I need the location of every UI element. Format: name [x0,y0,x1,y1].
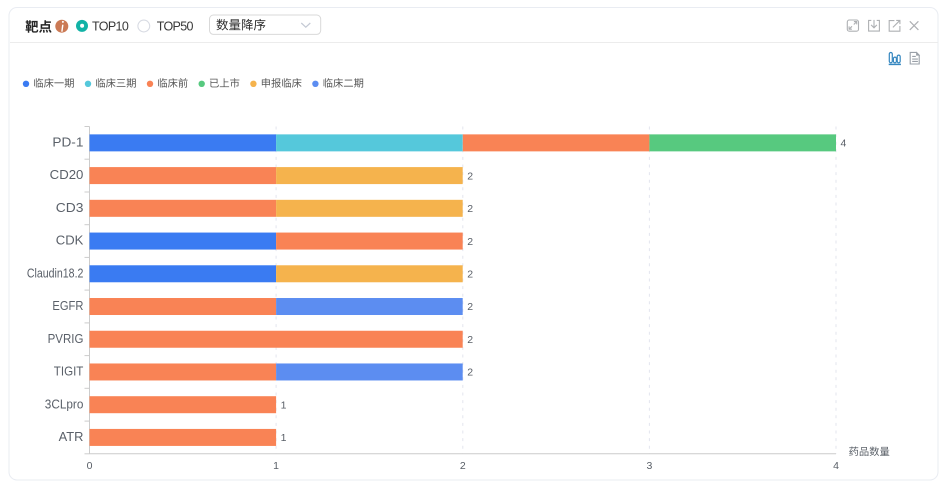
svg-text:CDK: CDK [56,234,84,248]
svg-text:CD3: CD3 [56,201,84,215]
svg-text:PD-1: PD-1 [52,136,83,150]
svg-text:PVRIG: PVRIG [48,332,84,346]
svg-text:2: 2 [467,367,473,379]
svg-text:4: 4 [833,460,839,472]
svg-text:1: 1 [273,460,279,472]
svg-text:3: 3 [646,460,652,472]
svg-text:2: 2 [467,170,473,182]
svg-text:1: 1 [281,399,287,411]
svg-text:TIGIT: TIGIT [54,365,84,379]
svg-text:ATR: ATR [59,430,84,444]
svg-text:TOP10: TOP10 [92,20,129,34]
svg-text:TOP50: TOP50 [157,20,194,34]
svg-text:Claudin18.2: Claudin18.2 [27,266,84,280]
svg-text:EGFR: EGFR [52,299,83,313]
svg-text:3CLpro: 3CLpro [45,397,84,411]
svg-text:2: 2 [467,203,473,215]
svg-text:4: 4 [841,138,847,150]
svg-text:2: 2 [467,334,473,346]
svg-text:2: 2 [467,236,473,248]
svg-text:CD20: CD20 [50,168,84,182]
svg-text:2: 2 [467,301,473,313]
svg-text:1: 1 [281,432,287,444]
svg-text:2: 2 [467,269,473,281]
svg-text:2: 2 [460,460,466,472]
svg-text:0: 0 [87,460,93,472]
